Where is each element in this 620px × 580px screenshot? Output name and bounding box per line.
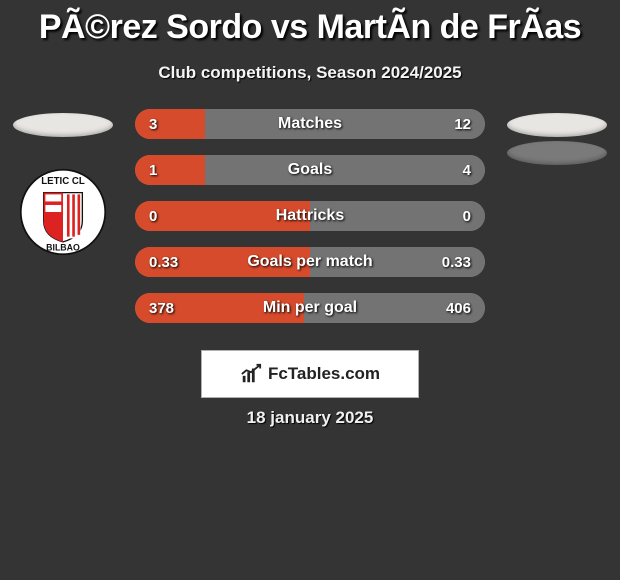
svg-text:BILBAO: BILBAO: [46, 243, 80, 253]
source-label: FcTables.com: [268, 364, 380, 384]
bar-fill-right: [310, 247, 485, 277]
stat-bar: 0.330.33Goals per match: [135, 247, 485, 277]
stat-bar: 14Goals: [135, 155, 485, 185]
comparison-infographic: PÃ©rez Sordo vs MartÃ­n de FrÃ­as Club c…: [0, 0, 620, 580]
bar-fill-left: [135, 201, 310, 231]
right-player-column: [494, 109, 620, 165]
bar-fill-right: [205, 155, 485, 185]
snapshot-date: 18 january 2025: [0, 408, 620, 428]
left-player-ellipse: [13, 113, 113, 137]
right-player-ellipse-bottom: [507, 141, 607, 165]
source-badge: FcTables.com: [201, 350, 419, 398]
chart-icon: [240, 363, 262, 385]
right-player-ellipse-top: [507, 113, 607, 137]
stat-bar: 00Hattricks: [135, 201, 485, 231]
stat-bar: 378406Min per goal: [135, 293, 485, 323]
bar-fill-left: [135, 109, 205, 139]
athletic-club-crest-icon: LETIC CL BILBAO: [19, 168, 107, 256]
bar-fill-right: [310, 201, 485, 231]
bar-fill-right: [205, 109, 485, 139]
left-player-column: LETIC CL BILBAO: [0, 109, 126, 257]
page-title: PÃ©rez Sordo vs MartÃ­n de FrÃ­as: [0, 0, 620, 47]
bar-fill-left: [135, 293, 304, 323]
stat-bars: 312Matches 14Goals 00Hattricks 0.330.33Goal…: [135, 109, 485, 323]
stat-bar: 312Matches: [135, 109, 485, 139]
bar-fill-right: [304, 293, 485, 323]
content-area: LETIC CL BILBAO 312Matches 14Goals 00Hattr…: [0, 109, 620, 339]
bar-fill-left: [135, 155, 205, 185]
left-club-logo: LETIC CL BILBAO: [18, 167, 108, 257]
page-subtitle: Club competitions, Season 2024/2025: [0, 63, 620, 83]
svg-text:LETIC CL: LETIC CL: [41, 176, 85, 187]
bar-fill-left: [135, 247, 310, 277]
